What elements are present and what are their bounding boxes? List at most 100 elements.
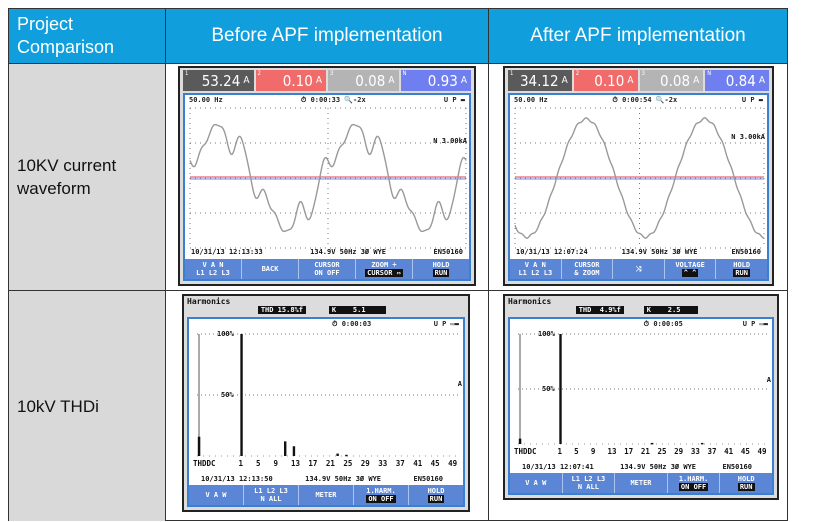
reading-phase: 3	[330, 70, 334, 77]
time: 12:07:41	[559, 463, 594, 471]
scope-display: ⏱ 0:00:05 U P ▭▬ 100% 50% A THDDC 1 5 9 13 17 21 25 2…	[508, 317, 774, 495]
clock-icon: ⏱	[332, 320, 342, 328]
battery-icon: ▭▬	[446, 320, 459, 328]
reading-value: 0.93	[427, 71, 458, 90]
function-key-2[interactable]: BACK	[241, 259, 298, 279]
config: 134.9V 50Hz 3Ø WYE	[621, 248, 698, 256]
x-tick: 9	[273, 459, 278, 468]
x-tick: THDDC	[193, 459, 216, 468]
key-label-bottom: ^ ^	[681, 269, 699, 277]
waveform-screen-after: 1 34.12 A 2 0.10 A 3 0.08 A N 0.84 A 50.00 Hz ⏱ 0:00:…	[503, 66, 774, 286]
key-label-top: V A W	[525, 479, 547, 487]
info-line: 10/31/13 12:13:33 134.9V 50Hz 3Ø WYE EN501…	[191, 248, 463, 256]
status-center: ⏱ 0:00:54 🔍-2x	[612, 96, 677, 106]
header-before-apf: Before APF implementation	[166, 9, 488, 63]
time: 12:07:24	[553, 248, 588, 256]
standard: EN50160	[722, 463, 752, 471]
reading-unit: A	[758, 75, 765, 86]
phase1-current-trace	[514, 117, 765, 239]
key-label-top: V A N	[524, 261, 546, 269]
key-label-top: 1.HARM.	[366, 487, 396, 495]
clock-icon: ⏱	[643, 320, 654, 328]
function-key-4[interactable]: 1.HARM. ON OFF	[353, 485, 408, 505]
reading-1: 1 53.24 A	[183, 70, 254, 91]
key-label-top: V A N	[202, 261, 224, 269]
datetime: 10/31/13 12:13:50	[201, 475, 273, 483]
up-indicator: U P	[741, 96, 755, 104]
harmonics-screen-before: Harmonics THD 15.8%f K 5.1 ⏱ 0:00:03 U P ▭▬ 1…	[182, 294, 470, 512]
key-label-bottom: RUN	[737, 483, 755, 491]
function-key-4[interactable]: 1.HARM. ON OFF	[666, 473, 720, 493]
key-label-top: CURSOR	[314, 261, 340, 269]
date: 10/31/13	[516, 248, 550, 256]
key-label-top: HOLD	[432, 261, 450, 269]
datetime: 10/31/13 12:07:24	[516, 248, 588, 256]
key-label-bottom: N ALL	[577, 483, 599, 491]
function-key-4[interactable]: VOLTAGE ^ ^	[663, 259, 716, 279]
key-label-bottom: ON OFF	[314, 269, 340, 277]
up-indicator: U P	[742, 320, 756, 328]
function-key-1[interactable]: V A N L1 L2 L3	[185, 259, 241, 279]
info-line: 10/31/13 12:13:50 134.9V 50Hz 3Ø WYE EN501…	[201, 475, 443, 483]
scale-label: N 3.00kA	[433, 137, 467, 145]
timer: 0:00:54	[622, 96, 652, 104]
harmonic-bar-1	[240, 334, 243, 456]
x-tick: 13	[607, 447, 617, 456]
battery-icon: ▬	[754, 96, 763, 104]
function-key-5[interactable]: HOLD RUN	[719, 473, 772, 493]
reading-unit: A	[243, 75, 250, 86]
datetime: 10/31/13 12:07:41	[522, 463, 594, 471]
reading-value: 53.24	[201, 71, 241, 90]
status-right: U P ▬	[742, 96, 763, 106]
thd-readout: THD 4.9%f	[575, 306, 624, 314]
row-label-current-waveform: 10KV current waveform	[9, 64, 165, 290]
function-key-5[interactable]: HOLD RUN	[715, 259, 767, 279]
key-label-top: VOLTAGE	[675, 261, 705, 269]
function-key-3[interactable]: METER	[298, 485, 353, 505]
key-label-bottom: N ALL	[260, 495, 282, 503]
key-label-top: L1 L2 L3	[254, 487, 288, 495]
function-key-1[interactable]: V A N L1 L2 L3	[510, 259, 561, 279]
up-indicator: U P	[443, 96, 457, 104]
function-key-2[interactable]: CURSOR & ZOOM	[560, 259, 613, 279]
function-key-2[interactable]: L1 L2 L3 N ALL	[243, 485, 298, 505]
function-key-1[interactable]: V A W	[189, 485, 243, 505]
function-key-5[interactable]: HOLD RUN	[408, 485, 463, 505]
x-tick: 45	[430, 459, 440, 468]
key-label-bottom: ON OFF	[366, 495, 396, 503]
reading-phase: 1	[185, 70, 189, 77]
x-tick: 17	[624, 447, 634, 456]
function-key-bar: V A N L1 L2 L3 BACK CURSOR ON OFF ZOOM ÷ CURSO…	[185, 259, 469, 279]
function-key-3[interactable]: METER	[614, 473, 667, 493]
reading-unit: A	[693, 75, 700, 86]
x-tick: 25	[657, 447, 667, 456]
key-label-top: 1.HARM.	[678, 475, 709, 483]
function-key-2[interactable]: L1 L2 L3 N ALL	[561, 473, 615, 493]
x-tick: 33	[378, 459, 388, 468]
x-tick: THDDC	[514, 447, 537, 456]
standard: EN50160	[433, 248, 463, 256]
function-key-3[interactable]: ⤨	[612, 259, 664, 279]
header-after-apf: After APF implementation	[489, 9, 787, 63]
reading-unit: A	[627, 75, 634, 86]
status-right: U P ▭▬	[743, 320, 768, 330]
divider	[9, 63, 787, 64]
status-right: U P ▭▬	[434, 320, 459, 330]
x-axis-ticks: THDDC 1 5 9 13 17 21 25 29 33 37 41 45 49	[189, 459, 463, 469]
timer: 0:00:33	[310, 96, 341, 104]
x-tick: 21	[325, 459, 335, 468]
harmonic-bar-11	[284, 441, 287, 456]
up-indicator: U P	[433, 320, 447, 328]
reading-value: 0.10	[282, 71, 313, 90]
function-key-3[interactable]: CURSOR ON OFF	[298, 259, 355, 279]
function-key-5[interactable]: HOLD RUN	[412, 259, 469, 279]
waveform-screen-before: 1 53.24 A 2 0.10 A 3 0.08 A N 0.93 A 50.00 Hz ⏱ 0:00:…	[178, 66, 476, 286]
x-tick: 21	[640, 447, 650, 456]
key-label-bottom: L1 L2 L3	[196, 269, 230, 277]
status-line: 50.00 Hz ⏱ 0:00:33 🔍-2x U P ▬	[189, 96, 465, 106]
harmonic-bar-THD	[197, 436, 201, 456]
function-key-4[interactable]: ZOOM ÷ CURSOR ⇔	[355, 259, 412, 279]
x-tick: 1	[557, 447, 563, 456]
reading-unit: A	[460, 75, 467, 86]
function-key-1[interactable]: V A W	[510, 473, 562, 493]
